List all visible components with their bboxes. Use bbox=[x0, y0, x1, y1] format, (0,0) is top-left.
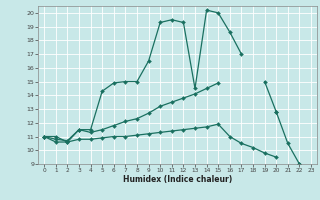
X-axis label: Humidex (Indice chaleur): Humidex (Indice chaleur) bbox=[123, 175, 232, 184]
